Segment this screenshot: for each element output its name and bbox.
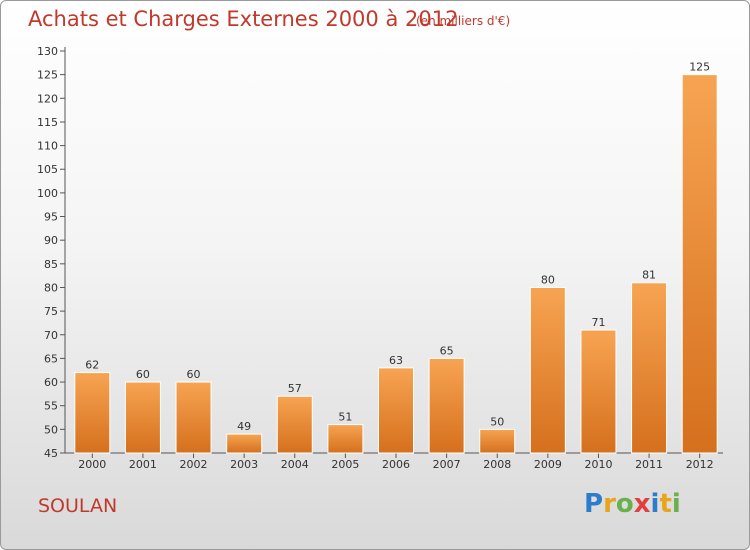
- chart-title: Achats et Charges Externes 2000 à 2012: [28, 7, 459, 31]
- y-tick-label: 115: [37, 116, 58, 129]
- x-tick-label: 2000: [78, 458, 106, 471]
- y-tick-label: 80: [44, 281, 58, 294]
- x-tick-label: 2007: [433, 458, 461, 471]
- bar: [631, 282, 668, 454]
- y-tick-label: 60: [44, 376, 58, 389]
- bar-value-label: 71: [591, 316, 605, 329]
- bar: [327, 424, 364, 454]
- bar-value-label: 51: [338, 411, 352, 424]
- bar-value-label: 50: [490, 415, 504, 428]
- y-tick-label: 85: [44, 258, 58, 271]
- x-tick-label: 2006: [382, 458, 410, 471]
- bar-value-label: 62: [85, 359, 99, 372]
- bar: [580, 329, 617, 454]
- bar-value-label: 60: [136, 368, 150, 381]
- bar-value-label: 80: [541, 273, 555, 286]
- commune-name: SOULAN: [38, 495, 118, 517]
- bar: [529, 286, 566, 454]
- bar: [226, 433, 263, 454]
- x-tick-label: 2011: [635, 458, 663, 471]
- bar: [74, 372, 111, 454]
- logo-letter: t: [659, 489, 672, 519]
- logo-letter: o: [615, 489, 634, 519]
- y-tick-label: 120: [37, 92, 58, 105]
- bar: [681, 74, 718, 454]
- y-tick-label: 130: [37, 45, 58, 58]
- bar-value-label: 60: [187, 368, 201, 381]
- bar-value-label: 81: [642, 269, 656, 282]
- bar: [378, 367, 414, 454]
- x-tick-label: 2010: [584, 458, 612, 471]
- x-tick-label: 2003: [230, 458, 258, 471]
- x-tick-label: 2002: [180, 458, 208, 471]
- bar: [276, 395, 313, 454]
- proxiti-logo: Proxiti: [584, 489, 681, 519]
- y-tick-label: 105: [37, 163, 58, 176]
- y-tick-label: 75: [44, 305, 58, 318]
- bar: [124, 381, 161, 454]
- chart-subtitle: (en milliers d'€): [416, 14, 511, 28]
- bar: [428, 357, 465, 454]
- y-tick-label: 95: [44, 211, 58, 224]
- y-tick-label: 45: [44, 447, 58, 460]
- logo-letter: r: [603, 489, 616, 519]
- x-tick-label: 2004: [281, 458, 309, 471]
- y-tick-label: 110: [37, 140, 58, 153]
- bar-value-label: 63: [389, 354, 403, 367]
- x-tick-label: 2012: [686, 458, 714, 471]
- x-tick-label: 2009: [534, 458, 562, 471]
- bar: [175, 381, 212, 454]
- x-tick-label: 2008: [483, 458, 511, 471]
- x-tick-label: 2001: [129, 458, 157, 471]
- logo-letter: i: [650, 489, 660, 519]
- x-tick-label: 2005: [331, 458, 359, 471]
- y-tick-label: 90: [44, 234, 58, 247]
- y-tick-label: 70: [44, 329, 58, 342]
- y-tick-label: 125: [37, 69, 58, 82]
- y-tick-label: 55: [44, 400, 58, 413]
- logo-letter: x: [633, 489, 651, 519]
- y-tick-label: 65: [44, 352, 58, 365]
- y-tick-label: 50: [44, 423, 58, 436]
- bar-value-label: 49: [237, 420, 251, 433]
- logo-letter: i: [671, 489, 681, 519]
- y-tick-label: 100: [37, 187, 58, 200]
- bar-value-label: 65: [440, 344, 454, 357]
- bar: [479, 428, 516, 454]
- logo-letter: P: [584, 489, 604, 519]
- bar-value-label: 57: [288, 382, 302, 395]
- bar-value-label: 125: [689, 61, 710, 74]
